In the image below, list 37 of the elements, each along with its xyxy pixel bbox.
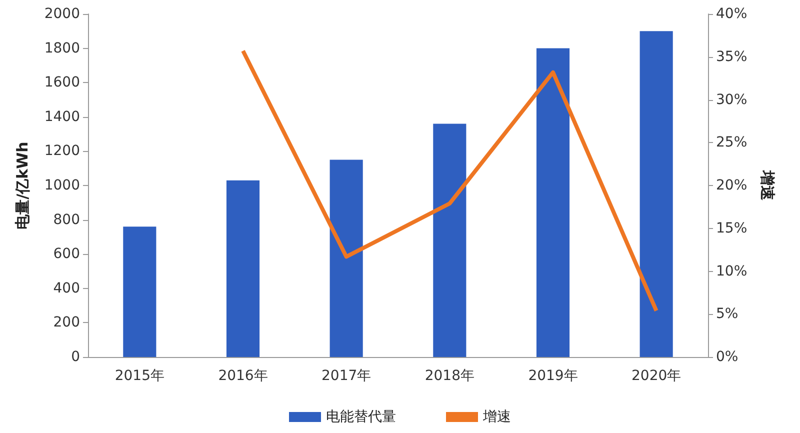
- y2-tick-label: 10%: [716, 263, 748, 280]
- line-series: [241, 48, 658, 313]
- x-tick-label: 2017年: [322, 368, 372, 384]
- bar: [536, 48, 570, 357]
- x-tick-label: 2020年: [632, 368, 682, 384]
- y2-tick-label: 30%: [716, 92, 748, 108]
- y2-tick-label: 35%: [716, 48, 748, 65]
- y-tick-label: 1800: [44, 40, 80, 56]
- x-tick-label: 2018年: [424, 368, 474, 384]
- bar: [640, 31, 673, 357]
- x-tick-label: 2015年: [114, 368, 164, 384]
- y-tick-label: 400: [53, 280, 80, 296]
- y-tick-label: 1200: [44, 143, 80, 160]
- bar: [433, 124, 466, 357]
- y2-tick-label: 5%: [716, 306, 738, 322]
- y-tick-label: 200: [53, 314, 80, 331]
- y-tick-label: 1400: [44, 108, 80, 125]
- x-tick-label: 2019年: [528, 368, 578, 384]
- y-tick-label: 800: [53, 212, 80, 228]
- y2-tick-label: 40%: [716, 6, 748, 22]
- y-tick-label: 2000: [44, 6, 80, 22]
- y-tick-label: 1600: [44, 74, 80, 91]
- y2-tick-label: 0%: [716, 349, 738, 365]
- x-tick-label: 2016年: [218, 368, 268, 384]
- y2-tick-label: 20%: [716, 178, 748, 194]
- legend-label: 电能替代量: [326, 409, 396, 425]
- y-tick-label: 600: [53, 246, 80, 262]
- y-axis-title: 电量/亿kWh: [14, 142, 32, 230]
- y2-tick-label: 15%: [716, 220, 748, 236]
- legend-label: 增速: [482, 409, 511, 425]
- y-tick-label: 0: [71, 349, 80, 365]
- y2-axis-title: 增速: [758, 170, 776, 202]
- bar: [123, 226, 156, 357]
- bar: [330, 160, 363, 357]
- bar: [226, 180, 260, 357]
- y2-tick-label: 25%: [716, 134, 748, 151]
- y-tick-label: 1000: [44, 178, 80, 194]
